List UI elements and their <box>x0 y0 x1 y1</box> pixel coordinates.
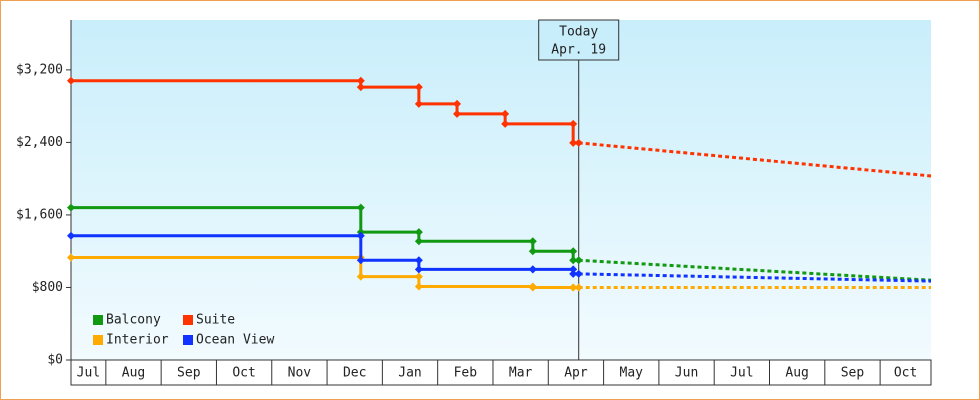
point <box>356 256 365 265</box>
point <box>67 76 75 85</box>
x-tick-label: Aug <box>122 366 145 381</box>
point <box>569 247 578 256</box>
forecast-line <box>578 258 932 282</box>
y-tick-label: $3,200 <box>16 62 63 77</box>
point <box>67 253 75 262</box>
point <box>356 272 365 281</box>
point <box>414 237 423 246</box>
point <box>414 83 423 92</box>
point <box>574 269 583 278</box>
today-label: Today <box>559 25 598 40</box>
point <box>569 256 578 265</box>
x-tick-label: Jul <box>77 366 100 381</box>
x-tick-label: Sep <box>177 366 201 381</box>
legend-swatch <box>93 315 103 325</box>
y-tick-label: $2,400 <box>16 135 63 150</box>
plot-area <box>71 20 931 360</box>
legend-label: Balcony <box>106 313 161 328</box>
x-tick-label: Jun <box>675 366 698 381</box>
point <box>414 228 423 237</box>
point <box>356 76 365 85</box>
x-tick-label: Mar <box>509 366 533 381</box>
point <box>501 109 510 118</box>
x-axis-strip <box>70 359 932 386</box>
point <box>569 265 578 274</box>
point <box>574 283 583 292</box>
point <box>414 282 423 291</box>
x-tick-label: Aug <box>785 366 808 381</box>
point <box>569 269 578 278</box>
x-tick-label: Sep <box>841 366 865 381</box>
forecast-line <box>578 272 932 283</box>
x-tick-label: Jan <box>398 366 421 381</box>
y-tick-label: $800 <box>32 280 63 295</box>
today-box <box>538 19 620 61</box>
legend-label: Ocean View <box>196 333 274 348</box>
point <box>356 203 365 212</box>
point <box>569 283 578 292</box>
point <box>67 231 75 240</box>
x-tick-label: Feb <box>454 366 478 381</box>
point <box>414 272 423 281</box>
legend-label: Interior <box>106 333 169 348</box>
legend-swatch <box>93 335 103 345</box>
x-tick-label: Nov <box>288 366 312 381</box>
point <box>67 203 75 212</box>
point <box>414 265 423 274</box>
point <box>453 109 462 118</box>
point <box>569 119 578 128</box>
point <box>356 83 365 92</box>
point <box>453 99 462 108</box>
forecast-line <box>578 141 932 178</box>
point <box>574 138 583 147</box>
y-tick-label: $1,600 <box>16 207 63 222</box>
point <box>574 256 583 265</box>
point <box>414 99 423 108</box>
point <box>528 237 537 246</box>
point <box>528 265 537 274</box>
point <box>414 256 423 265</box>
legend-swatch <box>183 335 193 345</box>
x-tick-label: Oct <box>232 366 255 381</box>
point <box>501 119 510 128</box>
point <box>528 282 537 291</box>
today-label: Apr. 19 <box>551 43 606 58</box>
y-tick-label: $0 <box>47 353 63 368</box>
point <box>569 138 578 147</box>
point <box>528 247 537 256</box>
x-tick-label: Apr <box>564 366 588 381</box>
x-tick-label: Oct <box>894 366 917 381</box>
x-tick-label: Dec <box>343 366 366 381</box>
x-tick-label: May <box>620 366 644 381</box>
point <box>356 231 365 240</box>
legend-label: Suite <box>196 313 235 328</box>
legend-swatch <box>183 315 193 325</box>
x-tick-label: Jul <box>730 366 753 381</box>
